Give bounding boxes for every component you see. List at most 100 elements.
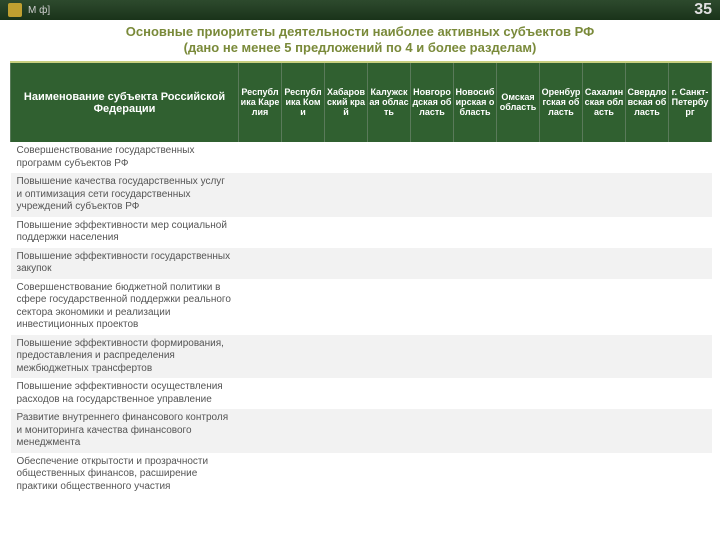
col-header: Калужская область	[368, 62, 411, 142]
cell	[454, 409, 497, 453]
cell	[626, 409, 669, 453]
cell	[239, 378, 282, 409]
cell	[669, 173, 712, 217]
cell	[669, 248, 712, 279]
cell	[540, 142, 583, 173]
cell	[454, 217, 497, 248]
cell	[454, 142, 497, 173]
cell	[626, 142, 669, 173]
row-label: Повышение эффективности формирования, пр…	[11, 335, 239, 379]
cell	[540, 453, 583, 497]
cell	[454, 248, 497, 279]
cell	[239, 279, 282, 335]
topbar-left: М ф]	[8, 3, 50, 17]
name-header: Наименование субъекта Российской Федерац…	[11, 62, 239, 142]
cell	[239, 453, 282, 497]
cell	[497, 217, 540, 248]
title-block: Основные приоритеты деятельности наиболе…	[0, 20, 720, 61]
cell	[282, 409, 325, 453]
cell	[583, 453, 626, 497]
cell	[583, 378, 626, 409]
cell	[325, 279, 368, 335]
row-label: Совершенствование бюджетной политики в с…	[11, 279, 239, 335]
cell	[239, 217, 282, 248]
cell	[497, 409, 540, 453]
cell	[626, 279, 669, 335]
cell	[368, 409, 411, 453]
cell	[669, 217, 712, 248]
title-line-2: (дано не менее 5 предложений по 4 и боле…	[20, 40, 700, 56]
col-header: Свердловская область	[626, 62, 669, 142]
cell	[497, 335, 540, 379]
col-header: Новгородская область	[411, 62, 454, 142]
cell	[239, 248, 282, 279]
cell	[626, 248, 669, 279]
cell	[540, 335, 583, 379]
cell	[626, 378, 669, 409]
cell	[239, 173, 282, 217]
cell	[626, 453, 669, 497]
cell	[325, 217, 368, 248]
cell	[497, 142, 540, 173]
table-row: Повышение эффективности мер социальной п…	[11, 217, 712, 248]
cell	[368, 217, 411, 248]
cell	[282, 217, 325, 248]
cell	[540, 217, 583, 248]
cell	[540, 378, 583, 409]
cell	[325, 378, 368, 409]
cell	[540, 173, 583, 217]
table-row: Повышение качества государственных услуг…	[11, 173, 712, 217]
cell	[411, 217, 454, 248]
cell	[239, 409, 282, 453]
cell	[669, 453, 712, 497]
cell	[454, 453, 497, 497]
table-row: Повышение эффективности государственных …	[11, 248, 712, 279]
priorities-table: Наименование субъекта Российской Федерац…	[10, 61, 712, 496]
cell	[239, 335, 282, 379]
title-line-1: Основные приоритеты деятельности наиболе…	[20, 24, 700, 40]
cell	[368, 453, 411, 497]
cell	[626, 173, 669, 217]
top-bar: М ф] 35	[0, 0, 720, 20]
cell	[282, 248, 325, 279]
row-label: Повышение качества государственных услуг…	[11, 173, 239, 217]
row-label: Повышение эффективности мер социальной п…	[11, 217, 239, 248]
cell	[411, 409, 454, 453]
cell	[411, 142, 454, 173]
cell	[454, 173, 497, 217]
cell	[497, 248, 540, 279]
cell	[325, 142, 368, 173]
cell	[368, 173, 411, 217]
cell	[497, 173, 540, 217]
cell	[282, 142, 325, 173]
table-row: Развитие внутреннего финансового контрол…	[11, 409, 712, 453]
table-row: Обеспечение открытости и прозрачности об…	[11, 453, 712, 497]
cell	[368, 335, 411, 379]
cell	[411, 378, 454, 409]
col-header: Хабаровский край	[325, 62, 368, 142]
col-header: Республика Коми	[282, 62, 325, 142]
cell	[583, 217, 626, 248]
table-body: Совершенствование государственных програ…	[11, 142, 712, 496]
cell	[325, 453, 368, 497]
cell	[669, 335, 712, 379]
cell	[583, 279, 626, 335]
col-header: Сахалинская область	[583, 62, 626, 142]
row-label: Совершенствование государственных програ…	[11, 142, 239, 173]
cell	[669, 279, 712, 335]
cell	[497, 378, 540, 409]
cell	[411, 248, 454, 279]
cell	[540, 409, 583, 453]
cell	[454, 279, 497, 335]
cell	[454, 335, 497, 379]
cell	[411, 335, 454, 379]
cell	[454, 378, 497, 409]
table-row: Повышение эффективности формирования, пр…	[11, 335, 712, 379]
col-header: Оренбургская область	[540, 62, 583, 142]
cell	[497, 279, 540, 335]
cell	[282, 378, 325, 409]
cell	[583, 409, 626, 453]
row-label: Развитие внутреннего финансового контрол…	[11, 409, 239, 453]
cell	[325, 173, 368, 217]
cell	[368, 279, 411, 335]
